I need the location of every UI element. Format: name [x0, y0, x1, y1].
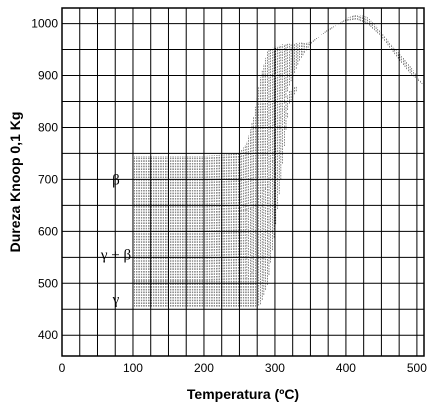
phase-labels: β γ + β γ	[100, 172, 133, 308]
x-tick-label: 200	[194, 361, 214, 375]
y-tick-label: 400	[38, 328, 58, 342]
y-axis-label: Dureza Knoop 0,1 Kg	[7, 112, 23, 253]
y-tick-label: 700	[38, 172, 58, 186]
x-tick-label: 300	[265, 361, 285, 375]
x-tick-label: 400	[336, 361, 356, 375]
phase-label: γ	[112, 292, 120, 308]
series-region	[132, 85, 297, 281]
hatch-lines	[132, 14, 424, 214]
y-tick-label: 600	[38, 224, 58, 238]
hatch-lines	[132, 112, 288, 307]
series-region	[132, 112, 288, 307]
x-tick-label: 100	[123, 361, 143, 375]
x-axis-label: Temperatura (ºC)	[187, 386, 299, 402]
grid	[61, 8, 424, 356]
tick-labels: 0 100 200 300 400 500 400 500 600 700 800 900 1000	[31, 17, 427, 375]
y-tick-label: 800	[38, 120, 58, 134]
plot-frame	[61, 7, 425, 357]
hatched-regions	[132, 14, 424, 307]
y-tick-label: 900	[38, 69, 58, 83]
x-tick-label: 500	[407, 361, 427, 375]
y-tick-label: 500	[38, 276, 58, 290]
phase-label: γ + β	[100, 248, 131, 264]
y-tick-label: 1000	[31, 17, 58, 31]
x-tick-label: 0	[59, 361, 66, 375]
series-region	[132, 14, 424, 214]
phase-label: β	[112, 172, 120, 188]
hatch-lines	[132, 85, 297, 281]
